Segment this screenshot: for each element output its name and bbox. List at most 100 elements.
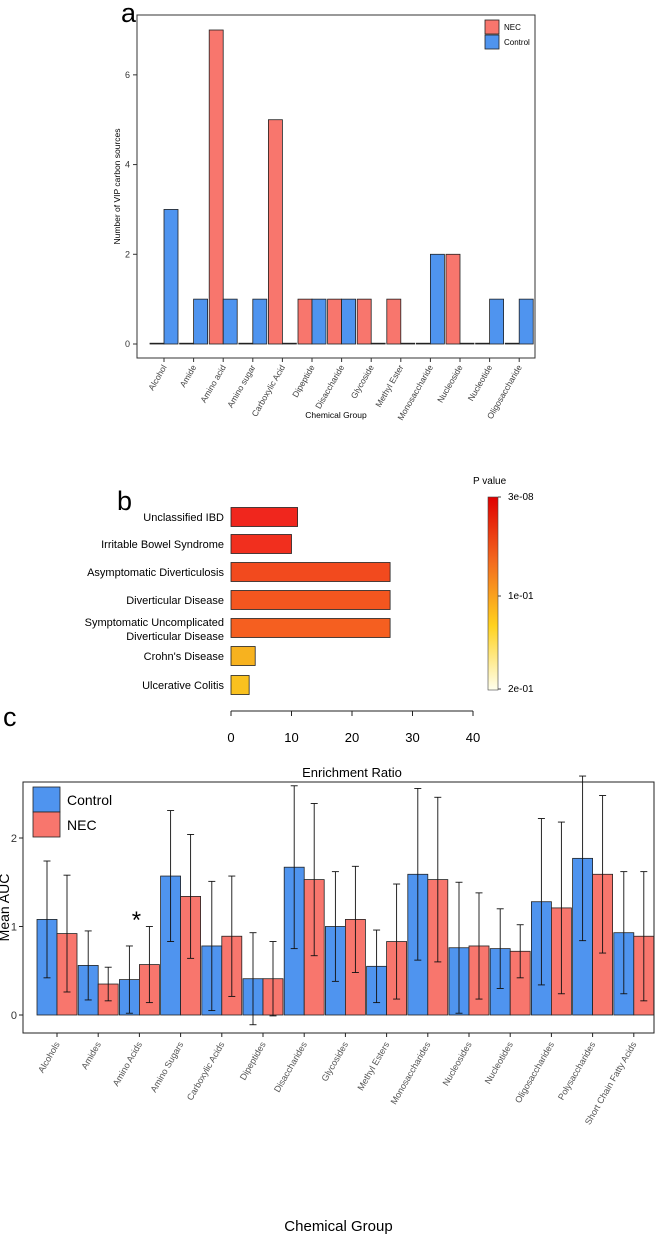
panel-a-legend-swatch <box>484 19 500 35</box>
panel-label-b: b <box>117 486 132 516</box>
panel-b-colorbar <box>487 496 499 691</box>
panel-c-xtick-label: Alcohols <box>36 1040 62 1075</box>
panel-c-xtick-label: Amides <box>79 1040 103 1071</box>
panel-b-category-label: Crohn's Disease <box>144 651 224 663</box>
panel-b-colorbar-label: 2e-01 <box>508 684 534 695</box>
panel-b-xtick-label: 20 <box>345 730 359 745</box>
panel-c-legend-swatch <box>32 786 61 813</box>
panel-b-bar <box>230 562 391 582</box>
panel-a-ylabel: Number of VIP carbon sources <box>112 128 122 244</box>
panel-b-xlabel: Enrichment Ratio <box>302 765 402 780</box>
panel-b-bar <box>230 590 391 610</box>
panel-a-bar-nec <box>238 342 254 345</box>
panel-c-frame <box>22 781 655 1034</box>
panel-b-category-label: Ulcerative Colitis <box>142 680 224 692</box>
panel-c-ytick-label: 1 <box>11 922 17 934</box>
panel-b-bar <box>230 507 298 527</box>
panel-b-colorbar-title: P value <box>473 476 507 487</box>
panel-a-legend-label: Control <box>504 38 530 47</box>
panel-a-bar-nec <box>475 342 491 345</box>
panel-a-xtick-label: Alcohol <box>146 363 169 392</box>
panel-a-bar-nec <box>504 342 520 345</box>
panel-c-xtick-label: Disaccharides <box>272 1040 309 1094</box>
panel-label-c: c <box>3 702 17 732</box>
panel-c-significance-star: * <box>132 907 141 934</box>
panel-c-xtick-label: Carboxylic Acids <box>185 1040 227 1103</box>
panel-c-xtick-label: Oligosaccharides <box>513 1040 556 1105</box>
panel-a-ytick-label: 2 <box>125 249 130 259</box>
panel-a-bar-control <box>252 298 268 345</box>
panel-a-xtick-label: Amino sugar <box>225 363 258 409</box>
panel-a-bar-nec <box>297 298 313 345</box>
panel-a-bar-control <box>281 342 297 345</box>
panel-b-category-label: Asymptomatic Diverticulosis <box>87 567 224 579</box>
panel-a-bar-nec <box>208 29 224 345</box>
panel-c-ylabel: Mean AUC <box>0 874 12 942</box>
panel-a-ytick-label: 6 <box>125 70 130 80</box>
panel-a-xtick-label: Amino acid <box>198 363 228 405</box>
panel-b-category-label: Unclassified IBD <box>143 512 224 524</box>
panel-c-legend-swatch <box>32 811 61 838</box>
panel-a-bar-control <box>400 342 416 345</box>
panel-a-bar-nec <box>356 298 372 345</box>
panel-c-xtick-label: Nucleosides <box>441 1040 474 1088</box>
panel-a-bar-control <box>193 298 209 345</box>
panel-label-a: a <box>121 0 137 28</box>
panel-b-category-label: Irritable Bowel Syndrome <box>101 539 224 551</box>
panel-a-xtick-label: Amide <box>178 363 199 389</box>
panel-a-bar-nec <box>149 342 165 345</box>
panel-c-xtick-label: Glycosides <box>319 1040 350 1084</box>
panel-c-xtick-label: Dipeptides <box>238 1040 268 1082</box>
panel-c-xtick-label: Amino Sugars <box>148 1040 185 1094</box>
panel-a-legend-swatch <box>484 34 500 50</box>
panel-b-colorbar-label: 3e-08 <box>508 492 534 503</box>
panel-a-legend-label: NEC <box>504 23 521 32</box>
panel-a-bar-control <box>311 298 327 345</box>
panel-b-xtick-label: 10 <box>284 730 298 745</box>
panel-c-xtick-label: Nucleotides <box>483 1040 515 1086</box>
panel-a-bar-control <box>429 253 445 345</box>
panel-a-bar-control <box>518 298 534 345</box>
panel-c-xtick-label: Monosaccharides <box>389 1040 433 1107</box>
panel-a-bar-control <box>222 298 238 345</box>
panel-a-xtick-label: Glycoside <box>349 363 376 401</box>
panel-a-frame <box>136 14 536 359</box>
panel-a-bar-control <box>341 298 357 345</box>
panel-a-xtick-label: Methyl Ester <box>373 363 405 409</box>
panel-a-xtick-label: Nucleotide <box>466 363 495 403</box>
panel-a-xtick-label: Dipeptide <box>290 363 317 399</box>
panel-b-bar <box>230 646 256 666</box>
panel-b-category-label: Diverticular Disease <box>126 595 224 607</box>
panel-a-bar-control <box>370 342 386 345</box>
panel-a-xlabel: Chemical Group <box>305 410 367 420</box>
panel-b-xtick-label: 30 <box>405 730 419 745</box>
panel-a-ytick-label: 0 <box>125 339 130 349</box>
panel-a-bar-nec <box>179 342 195 345</box>
panel-c-ytick-label: 0 <box>11 1010 17 1022</box>
panel-c-xlabel: Chemical Group <box>284 1218 392 1235</box>
panel-a-bar-nec <box>415 342 431 345</box>
panel-a-xtick-label: Disaccharide <box>313 363 346 411</box>
panel-a-bar-control <box>459 342 475 345</box>
panel-b-xtick-label: 40 <box>466 730 480 745</box>
panel-c-legend-label: Control <box>67 792 112 808</box>
panel-b-bar <box>230 534 292 554</box>
panel-a-bar-nec <box>267 119 283 345</box>
panel-a-bar-control <box>163 209 179 345</box>
panel-b-bar <box>230 675 250 695</box>
panel-b-category-label: Diverticular Disease <box>126 631 224 643</box>
panel-a-ytick-label: 4 <box>125 160 130 170</box>
panel-c-legend-label: NEC <box>67 817 97 833</box>
panel-b-colorbar-label: 1e-01 <box>508 591 534 602</box>
panel-b-xtick-label: 0 <box>227 730 234 745</box>
panel-c-xtick-label: Methyl Esters <box>355 1040 391 1093</box>
panel-c-ytick-label: 2 <box>11 833 17 845</box>
panel-c-xtick-label: Amino Acids <box>111 1040 145 1088</box>
panel-a-xtick-label: Nucleoside <box>435 363 465 405</box>
panel-b-bar <box>230 618 391 638</box>
panel-a-bar-nec <box>327 298 343 345</box>
panel-c-xtick-label: Polysaccharides <box>556 1040 598 1102</box>
panel-a-bar-nec <box>445 253 461 345</box>
panel-a-bar-nec <box>386 298 402 345</box>
